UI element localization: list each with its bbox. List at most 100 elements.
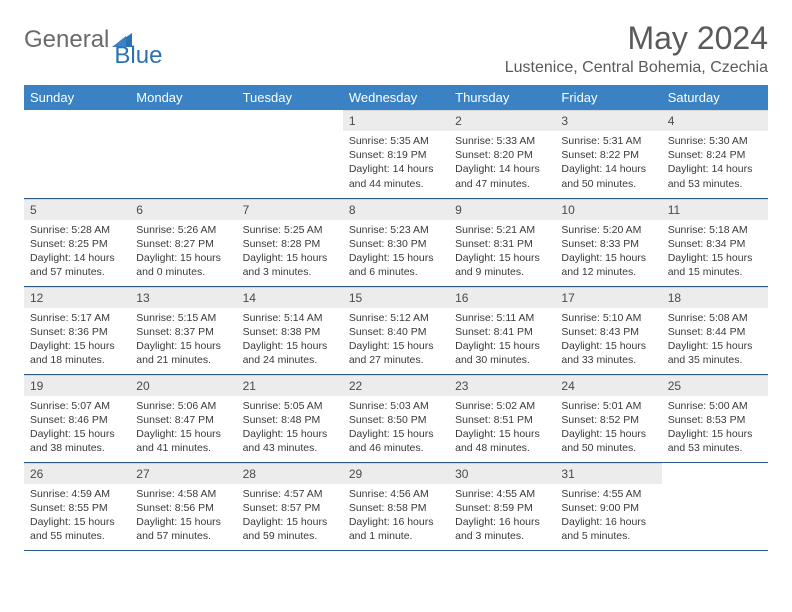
calendar-day-cell: 9Sunrise: 5:21 AMSunset: 8:31 PMDaylight… [449,198,555,286]
day-number: 5 [24,199,130,220]
weekday-header: Sunday [24,85,130,110]
calendar-day-cell: 11Sunrise: 5:18 AMSunset: 8:34 PMDayligh… [662,198,768,286]
calendar-day-cell: 29Sunrise: 4:56 AMSunset: 8:58 PMDayligh… [343,462,449,550]
calendar-day-cell: 13Sunrise: 5:15 AMSunset: 8:37 PMDayligh… [130,286,236,374]
calendar-day-cell: 17Sunrise: 5:10 AMSunset: 8:43 PMDayligh… [555,286,661,374]
title-block: May 2024 Lustenice, Central Bohemia, Cze… [505,20,768,77]
header-row: General Blue May 2024 Lustenice, Central… [24,20,768,77]
calendar-table: SundayMondayTuesdayWednesdayThursdayFrid… [24,85,768,551]
calendar-day-cell [662,462,768,550]
calendar-day-cell: 23Sunrise: 5:02 AMSunset: 8:51 PMDayligh… [449,374,555,462]
day-number: 13 [130,287,236,308]
day-number: 24 [555,375,661,396]
day-content: Sunrise: 4:59 AMSunset: 8:55 PMDaylight:… [24,484,130,550]
calendar-day-cell: 12Sunrise: 5:17 AMSunset: 8:36 PMDayligh… [24,286,130,374]
weekday-header: Monday [130,85,236,110]
day-number: 1 [343,110,449,131]
day-number: 23 [449,375,555,396]
day-content: Sunrise: 5:17 AMSunset: 8:36 PMDaylight:… [24,308,130,374]
day-content: Sunrise: 4:58 AMSunset: 8:56 PMDaylight:… [130,484,236,550]
day-content: Sunrise: 5:02 AMSunset: 8:51 PMDaylight:… [449,396,555,462]
calendar-day-cell: 14Sunrise: 5:14 AMSunset: 8:38 PMDayligh… [237,286,343,374]
day-content: Sunrise: 5:03 AMSunset: 8:50 PMDaylight:… [343,396,449,462]
calendar-day-cell: 8Sunrise: 5:23 AMSunset: 8:30 PMDaylight… [343,198,449,286]
logo: General Blue [24,26,180,54]
day-content: Sunrise: 5:00 AMSunset: 8:53 PMDaylight:… [662,396,768,462]
calendar-day-cell: 18Sunrise: 5:08 AMSunset: 8:44 PMDayligh… [662,286,768,374]
calendar-body: 1Sunrise: 5:35 AMSunset: 8:19 PMDaylight… [24,110,768,550]
calendar-day-cell: 31Sunrise: 4:55 AMSunset: 9:00 PMDayligh… [555,462,661,550]
day-content: Sunrise: 5:14 AMSunset: 8:38 PMDaylight:… [237,308,343,374]
weekday-header: Wednesday [343,85,449,110]
day-content: Sunrise: 5:25 AMSunset: 8:28 PMDaylight:… [237,220,343,286]
day-number: 19 [24,375,130,396]
calendar-day-cell [237,110,343,198]
day-number: 6 [130,199,236,220]
calendar-day-cell: 2Sunrise: 5:33 AMSunset: 8:20 PMDaylight… [449,110,555,198]
day-content: Sunrise: 5:35 AMSunset: 8:19 PMDaylight:… [343,131,449,197]
calendar-week-row: 1Sunrise: 5:35 AMSunset: 8:19 PMDaylight… [24,110,768,198]
day-content: Sunrise: 5:31 AMSunset: 8:22 PMDaylight:… [555,131,661,197]
calendar-day-cell: 5Sunrise: 5:28 AMSunset: 8:25 PMDaylight… [24,198,130,286]
calendar-day-cell: 26Sunrise: 4:59 AMSunset: 8:55 PMDayligh… [24,462,130,550]
calendar-page: General Blue May 2024 Lustenice, Central… [0,0,792,571]
weekday-header: Thursday [449,85,555,110]
calendar-day-cell: 24Sunrise: 5:01 AMSunset: 8:52 PMDayligh… [555,374,661,462]
day-number: 21 [237,375,343,396]
calendar-day-cell: 19Sunrise: 5:07 AMSunset: 8:46 PMDayligh… [24,374,130,462]
calendar-week-row: 26Sunrise: 4:59 AMSunset: 8:55 PMDayligh… [24,462,768,550]
day-content: Sunrise: 5:05 AMSunset: 8:48 PMDaylight:… [237,396,343,462]
calendar-day-cell [130,110,236,198]
day-number: 9 [449,199,555,220]
calendar-day-cell [24,110,130,198]
day-content: Sunrise: 5:12 AMSunset: 8:40 PMDaylight:… [343,308,449,374]
calendar-day-cell: 30Sunrise: 4:55 AMSunset: 8:59 PMDayligh… [449,462,555,550]
day-content: Sunrise: 5:06 AMSunset: 8:47 PMDaylight:… [130,396,236,462]
day-number: 25 [662,375,768,396]
calendar-day-cell: 25Sunrise: 5:00 AMSunset: 8:53 PMDayligh… [662,374,768,462]
day-number: 2 [449,110,555,131]
day-number: 10 [555,199,661,220]
day-number: 12 [24,287,130,308]
calendar-day-cell: 7Sunrise: 5:25 AMSunset: 8:28 PMDaylight… [237,198,343,286]
day-number: 17 [555,287,661,308]
weekday-header: Tuesday [237,85,343,110]
weekday-header: Saturday [662,85,768,110]
day-content: Sunrise: 5:28 AMSunset: 8:25 PMDaylight:… [24,220,130,286]
calendar-day-cell: 22Sunrise: 5:03 AMSunset: 8:50 PMDayligh… [343,374,449,462]
day-content: Sunrise: 5:08 AMSunset: 8:44 PMDaylight:… [662,308,768,374]
day-number: 31 [555,463,661,484]
day-content: Sunrise: 5:30 AMSunset: 8:24 PMDaylight:… [662,131,768,197]
day-content: Sunrise: 4:57 AMSunset: 8:57 PMDaylight:… [237,484,343,550]
day-content: Sunrise: 5:11 AMSunset: 8:41 PMDaylight:… [449,308,555,374]
calendar-week-row: 19Sunrise: 5:07 AMSunset: 8:46 PMDayligh… [24,374,768,462]
day-content: Sunrise: 5:07 AMSunset: 8:46 PMDaylight:… [24,396,130,462]
day-content: Sunrise: 4:56 AMSunset: 8:58 PMDaylight:… [343,484,449,550]
day-content: Sunrise: 5:10 AMSunset: 8:43 PMDaylight:… [555,308,661,374]
day-number: 26 [24,463,130,484]
day-content: Sunrise: 4:55 AMSunset: 9:00 PMDaylight:… [555,484,661,550]
day-content: Sunrise: 5:01 AMSunset: 8:52 PMDaylight:… [555,396,661,462]
day-number: 29 [343,463,449,484]
calendar-day-cell: 16Sunrise: 5:11 AMSunset: 8:41 PMDayligh… [449,286,555,374]
calendar-day-cell: 27Sunrise: 4:58 AMSunset: 8:56 PMDayligh… [130,462,236,550]
calendar-day-cell: 4Sunrise: 5:30 AMSunset: 8:24 PMDaylight… [662,110,768,198]
day-number: 22 [343,375,449,396]
day-content: Sunrise: 5:23 AMSunset: 8:30 PMDaylight:… [343,220,449,286]
calendar-day-cell: 10Sunrise: 5:20 AMSunset: 8:33 PMDayligh… [555,198,661,286]
calendar-day-cell: 15Sunrise: 5:12 AMSunset: 8:40 PMDayligh… [343,286,449,374]
day-content: Sunrise: 5:18 AMSunset: 8:34 PMDaylight:… [662,220,768,286]
logo-text-general: General [24,26,109,54]
day-number: 8 [343,199,449,220]
calendar-week-row: 5Sunrise: 5:28 AMSunset: 8:25 PMDaylight… [24,198,768,286]
day-content: Sunrise: 5:33 AMSunset: 8:20 PMDaylight:… [449,131,555,197]
weekday-header: Friday [555,85,661,110]
day-number: 3 [555,110,661,131]
day-number: 18 [662,287,768,308]
day-number: 28 [237,463,343,484]
day-number: 20 [130,375,236,396]
day-number: 30 [449,463,555,484]
day-content: Sunrise: 5:15 AMSunset: 8:37 PMDaylight:… [130,308,236,374]
day-content: Sunrise: 5:21 AMSunset: 8:31 PMDaylight:… [449,220,555,286]
calendar-day-cell: 20Sunrise: 5:06 AMSunset: 8:47 PMDayligh… [130,374,236,462]
